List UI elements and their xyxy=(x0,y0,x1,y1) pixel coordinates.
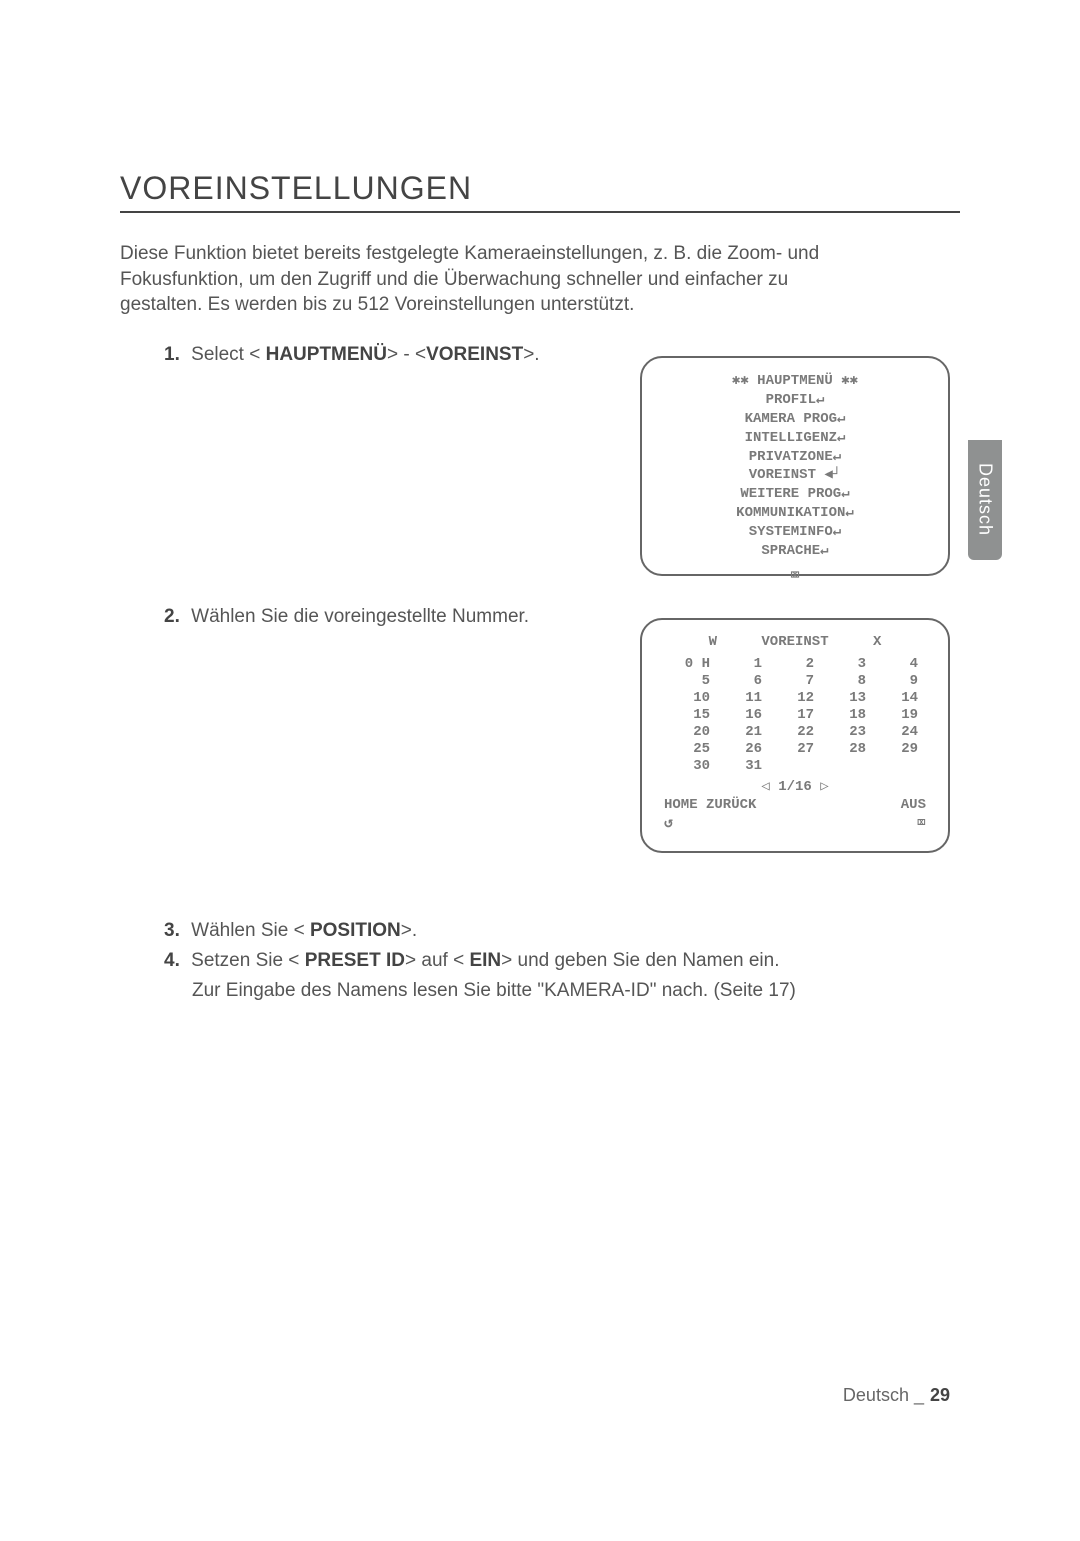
osd2-cell: 31 xyxy=(724,758,762,774)
osd2-cell: 1 xyxy=(724,656,762,672)
page-title: VOREINSTELLUNGEN xyxy=(120,170,960,213)
osd2-cell: 7 xyxy=(776,673,814,689)
osd1-line-7: KOMMUNIKATION↵ xyxy=(662,504,928,523)
osd1-line-9: SPRACHE↵ xyxy=(662,542,928,561)
step-2-text: Wählen Sie die voreingestellte Nummer. xyxy=(191,606,529,627)
intro-text: Diese Funktion bietet bereits festgelegt… xyxy=(120,241,820,318)
step-4-number: 4. xyxy=(164,950,180,971)
step-1-mid: > - < xyxy=(387,344,426,365)
side-tab-label: Deutsch xyxy=(975,463,996,536)
footer-label: Deutsch _ xyxy=(843,1385,924,1405)
osd2-cell: 19 xyxy=(880,707,918,723)
footer-page-number: 29 xyxy=(930,1385,950,1405)
osd2-cell: 2 xyxy=(776,656,814,672)
step-1-post: >. xyxy=(523,344,539,365)
osd2-cell: 30 xyxy=(672,758,710,774)
step-2-number: 2. xyxy=(164,606,180,627)
step-4-sub-pre: Zur Eingabe des Namens lesen Sie bitte " xyxy=(192,980,544,1001)
osd2-cell xyxy=(880,758,918,774)
osd2-cell: 28 xyxy=(828,741,866,757)
step-4-pre: Setzen Sie < xyxy=(191,950,305,971)
osd2-header-w: W xyxy=(709,634,717,650)
step-4: 4. Setzen Sie < PRESET ID> auf < EIN> un… xyxy=(164,950,960,972)
step-4-sub-kameraid: KAMERA-ID xyxy=(544,980,650,1001)
osd2-header-x: X xyxy=(873,634,881,650)
osd2-cell: 26 xyxy=(724,741,762,757)
osd1-line-6: WEITERE PROG↵ xyxy=(662,485,928,504)
step-3-number: 3. xyxy=(164,920,180,941)
osd1-line-8: SYSTEMINFO↵ xyxy=(662,523,928,542)
step-3: 3. Wählen Sie < POSITION>. xyxy=(164,920,960,942)
osd2-cell: 13 xyxy=(828,690,866,706)
osd2-cell xyxy=(828,758,866,774)
step-3-pre: Wählen Sie < xyxy=(191,920,310,941)
osd-preset-grid: W VOREINST X 0 H 1 2 3 4 5 6 7 8 9 10 11… xyxy=(640,618,950,853)
osd2-cell: 15 xyxy=(672,707,710,723)
back-icon: ↺ xyxy=(664,813,673,832)
step-4-mid1: > auf < xyxy=(405,950,469,971)
osd2-cell: 27 xyxy=(776,741,814,757)
osd1-exit-icon: ⌧ xyxy=(662,565,928,585)
step-4-post: > und geben Sie den Namen ein. xyxy=(501,950,779,971)
osd2-cell: 20 xyxy=(672,724,710,740)
osd2-cell: 14 xyxy=(880,690,918,706)
osd1-line-3: INTELLIGENZ↵ xyxy=(662,429,928,448)
step-4-sub: Zur Eingabe des Namens lesen Sie bitte "… xyxy=(192,980,960,1002)
osd2-grid: 0 H 1 2 3 4 5 6 7 8 9 10 11 12 13 14 15 … xyxy=(662,656,928,774)
osd2-cell: 10 xyxy=(672,690,710,706)
osd1-line-1: PROFIL↵ xyxy=(662,391,928,410)
osd2-cell: 23 xyxy=(828,724,866,740)
osd1-line-0: ✱✱ HAUPTMENÜ ✱✱ xyxy=(662,372,928,391)
osd2-cell: 5 xyxy=(672,673,710,689)
osd2-cell: 6 xyxy=(724,673,762,689)
step-3-position: POSITION xyxy=(310,920,401,941)
osd2-cell: 21 xyxy=(724,724,762,740)
language-side-tab: Deutsch xyxy=(968,440,1002,560)
osd2-cell: 4 xyxy=(880,656,918,672)
step-4-sub-post: " nach. (Seite 17) xyxy=(650,980,796,1001)
osd1-line-2: KAMERA PROG↵ xyxy=(662,410,928,429)
osd2-cell: 3 xyxy=(828,656,866,672)
step-1-text-pre: Select < xyxy=(191,344,265,365)
osd1-line-5: VOREINST ◀┘ xyxy=(662,466,928,485)
step-1-voreinst: VOREINST xyxy=(426,344,523,365)
osd2-cell: 17 xyxy=(776,707,814,723)
osd2-header-title: VOREINST xyxy=(761,634,828,650)
osd2-cell: 29 xyxy=(880,741,918,757)
step-4-ein: EIN xyxy=(469,950,501,971)
osd2-cell xyxy=(776,758,814,774)
osd2-cell: 8 xyxy=(828,673,866,689)
page-footer: Deutsch _ 29 xyxy=(843,1385,950,1406)
osd2-cell: 22 xyxy=(776,724,814,740)
osd-main-menu: ✱✱ HAUPTMENÜ ✱✱ PROFIL↵ KAMERA PROG↵ INT… xyxy=(640,356,950,576)
osd1-line-4: PRIVATZONE↵ xyxy=(662,448,928,467)
step-1-number: 1. xyxy=(164,344,180,365)
osd2-cell: 12 xyxy=(776,690,814,706)
step-3-post: >. xyxy=(401,920,417,941)
osd2-home-label: HOME ZURÜCK xyxy=(664,797,756,813)
exit-icon: ⌧ xyxy=(917,813,926,832)
osd2-cell: 9 xyxy=(880,673,918,689)
osd2-cell: 25 xyxy=(672,741,710,757)
osd2-icon-row: ↺ ⌧ xyxy=(662,813,928,832)
step-4-presetid: PRESET ID xyxy=(305,950,405,971)
osd2-cell: 11 xyxy=(724,690,762,706)
osd2-home-row: HOME ZURÜCK AUS xyxy=(662,797,928,813)
osd2-cell: 24 xyxy=(880,724,918,740)
osd2-cell: 18 xyxy=(828,707,866,723)
osd2-home-value: AUS xyxy=(901,797,926,813)
step-1-hauptmenu: HAUPTMENÜ xyxy=(266,344,387,365)
osd2-cell: 16 xyxy=(724,707,762,723)
osd2-header: W VOREINST X xyxy=(662,634,928,650)
osd2-cell: 0 H xyxy=(672,656,710,672)
osd2-pager: ◁ 1/16 ▷ xyxy=(662,778,928,795)
